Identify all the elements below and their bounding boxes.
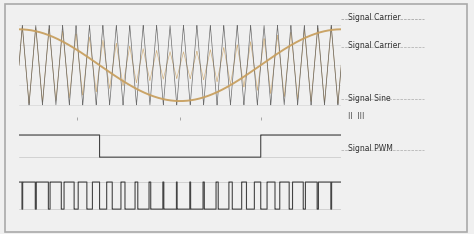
Text: Signal Carrier: Signal Carrier [348, 13, 401, 22]
Text: Signal Sine: Signal Sine [348, 94, 391, 103]
Text: Signal PWM: Signal PWM [348, 144, 393, 153]
Text: Signal Carrier: Signal Carrier [348, 41, 401, 50]
Text: ||  |||: || ||| [348, 112, 365, 119]
